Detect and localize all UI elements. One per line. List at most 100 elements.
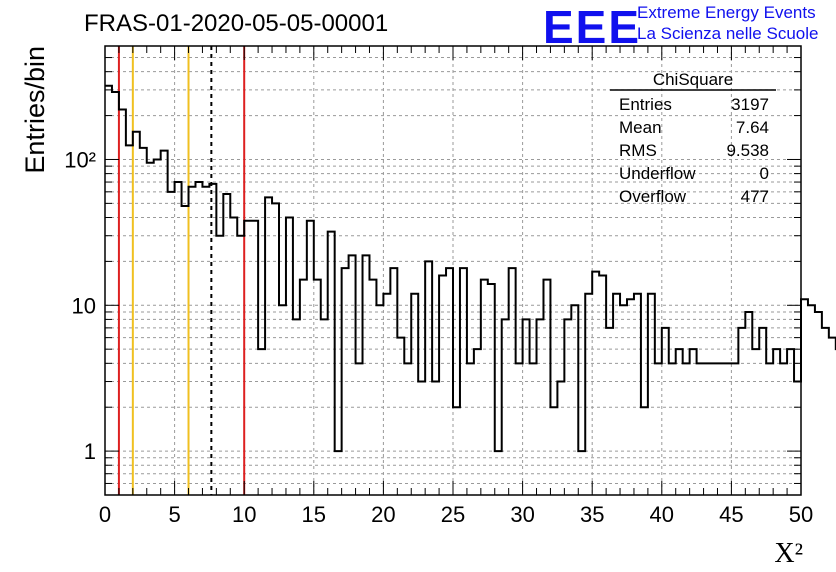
histogram-outline [105, 84, 836, 453]
histogram-bar [126, 145, 133, 495]
stats-box: ChiSquare Entries 3197 Mean 7.64 RMS 9.5… [610, 70, 776, 206]
histogram-bar [230, 217, 237, 495]
histogram-bar [467, 363, 474, 495]
histogram-bar [669, 363, 676, 495]
x-tick-label: 0 [99, 502, 111, 527]
histogram-bar [432, 382, 439, 495]
histogram-bar [815, 312, 822, 495]
histogram-bar [202, 187, 209, 495]
stats-label-rms: RMS [619, 141, 657, 160]
histogram-bar [780, 363, 787, 495]
histogram-bar [474, 349, 481, 495]
histogram-bar [717, 363, 724, 495]
histogram-bar [349, 255, 356, 495]
logo-text-line2: La Scienza nelle Scuole [637, 24, 819, 43]
histogram-bar [376, 305, 383, 495]
histogram-bar [655, 363, 662, 495]
histogram-bar [189, 187, 196, 495]
histogram-bar [745, 312, 752, 495]
x-tick-label: 25 [441, 502, 465, 527]
histogram-bar [787, 349, 794, 495]
histogram-bar [704, 363, 711, 495]
histogram-bar [286, 217, 293, 495]
histogram-bar [829, 338, 836, 495]
histogram-bar [363, 255, 370, 495]
stats-value-underflow: 0 [760, 164, 769, 183]
histogram-bar [530, 363, 537, 495]
histogram-bar [599, 276, 606, 495]
histogram-bar [676, 349, 683, 495]
y-axis-label: Entries/bin [20, 46, 50, 174]
histogram-bar [418, 382, 425, 495]
x-tick-labels: 0 5 10 15 20 25 30 35 40 45 50 [99, 502, 813, 527]
histogram-bar [175, 182, 182, 495]
eee-logo: EEE [543, 1, 642, 53]
histogram-bar [258, 349, 265, 495]
stats-value-mean: 7.64 [736, 118, 769, 137]
axis-ticks [104, 45, 802, 496]
x-tick-label: 10 [232, 502, 256, 527]
histogram-bar [216, 236, 223, 495]
stats-label-mean: Mean [619, 118, 662, 137]
histogram-bar [773, 349, 780, 495]
histogram-bar [154, 159, 161, 495]
y-tick-label: 10² [64, 147, 96, 172]
histogram-bar [731, 363, 738, 495]
x-tick-label: 45 [719, 502, 743, 527]
histogram-bar [759, 328, 766, 495]
histogram-bar [697, 363, 704, 495]
histogram-bar [237, 236, 244, 495]
x-tick-label: 50 [789, 502, 813, 527]
histogram-bar [752, 349, 759, 495]
stats-label-entries: Entries [619, 95, 672, 114]
marker-lines [117, 46, 246, 495]
histogram-bar [690, 349, 697, 495]
stats-label-overflow: Overflow [619, 187, 687, 206]
histogram-bar [822, 328, 829, 495]
histogram-bar [133, 132, 140, 495]
y-tick-label: 1 [84, 439, 96, 464]
histogram-bar [620, 305, 627, 495]
histogram-bar [557, 382, 564, 495]
histogram-bar [766, 363, 773, 495]
histogram-bar [571, 305, 578, 495]
histogram-bar [794, 382, 801, 495]
histogram-bar [738, 328, 745, 495]
histogram-bar [683, 363, 690, 495]
histogram-bar [356, 363, 363, 495]
x-axis-label: X² [774, 538, 803, 569]
histogram-bar [711, 363, 718, 495]
histogram-bar [265, 197, 272, 495]
x-tick-label: 35 [580, 502, 604, 527]
histogram-bar [808, 305, 815, 495]
histogram-bar [223, 194, 230, 495]
histogram-bar [662, 328, 669, 495]
y-tick-labels: 1 10 10² [64, 147, 96, 464]
stats-value-entries: 3197 [731, 95, 769, 114]
histogram-bar [606, 328, 613, 495]
stats-box-title: ChiSquare [653, 70, 733, 89]
stats-value-overflow: 477 [741, 187, 769, 206]
histogram-bar [279, 305, 286, 495]
x-tick-label: 30 [510, 502, 534, 527]
x-tick-label: 20 [371, 502, 395, 527]
histogram-bar [119, 110, 126, 495]
chart-title: FRAS-01-2020-05-05-00001 [84, 10, 389, 37]
histogram-bar [147, 163, 154, 495]
histogram-bar [404, 363, 411, 495]
histogram-bar [397, 338, 404, 495]
histogram-bar [516, 363, 523, 495]
histogram-bar [182, 206, 189, 495]
histogram-bar [195, 182, 202, 495]
x-tick-label: 15 [302, 502, 326, 527]
histogram-bar [425, 261, 432, 495]
y-tick-label: 10 [72, 293, 96, 318]
histogram-bar [801, 299, 808, 495]
histogram-bar [112, 92, 119, 495]
x-tick-label: 5 [168, 502, 180, 527]
x-tick-label: 40 [650, 502, 674, 527]
histogram-bar [168, 192, 175, 495]
histogram-bar [140, 148, 147, 495]
logo-text-line1: Extreme Energy Events [637, 3, 816, 22]
